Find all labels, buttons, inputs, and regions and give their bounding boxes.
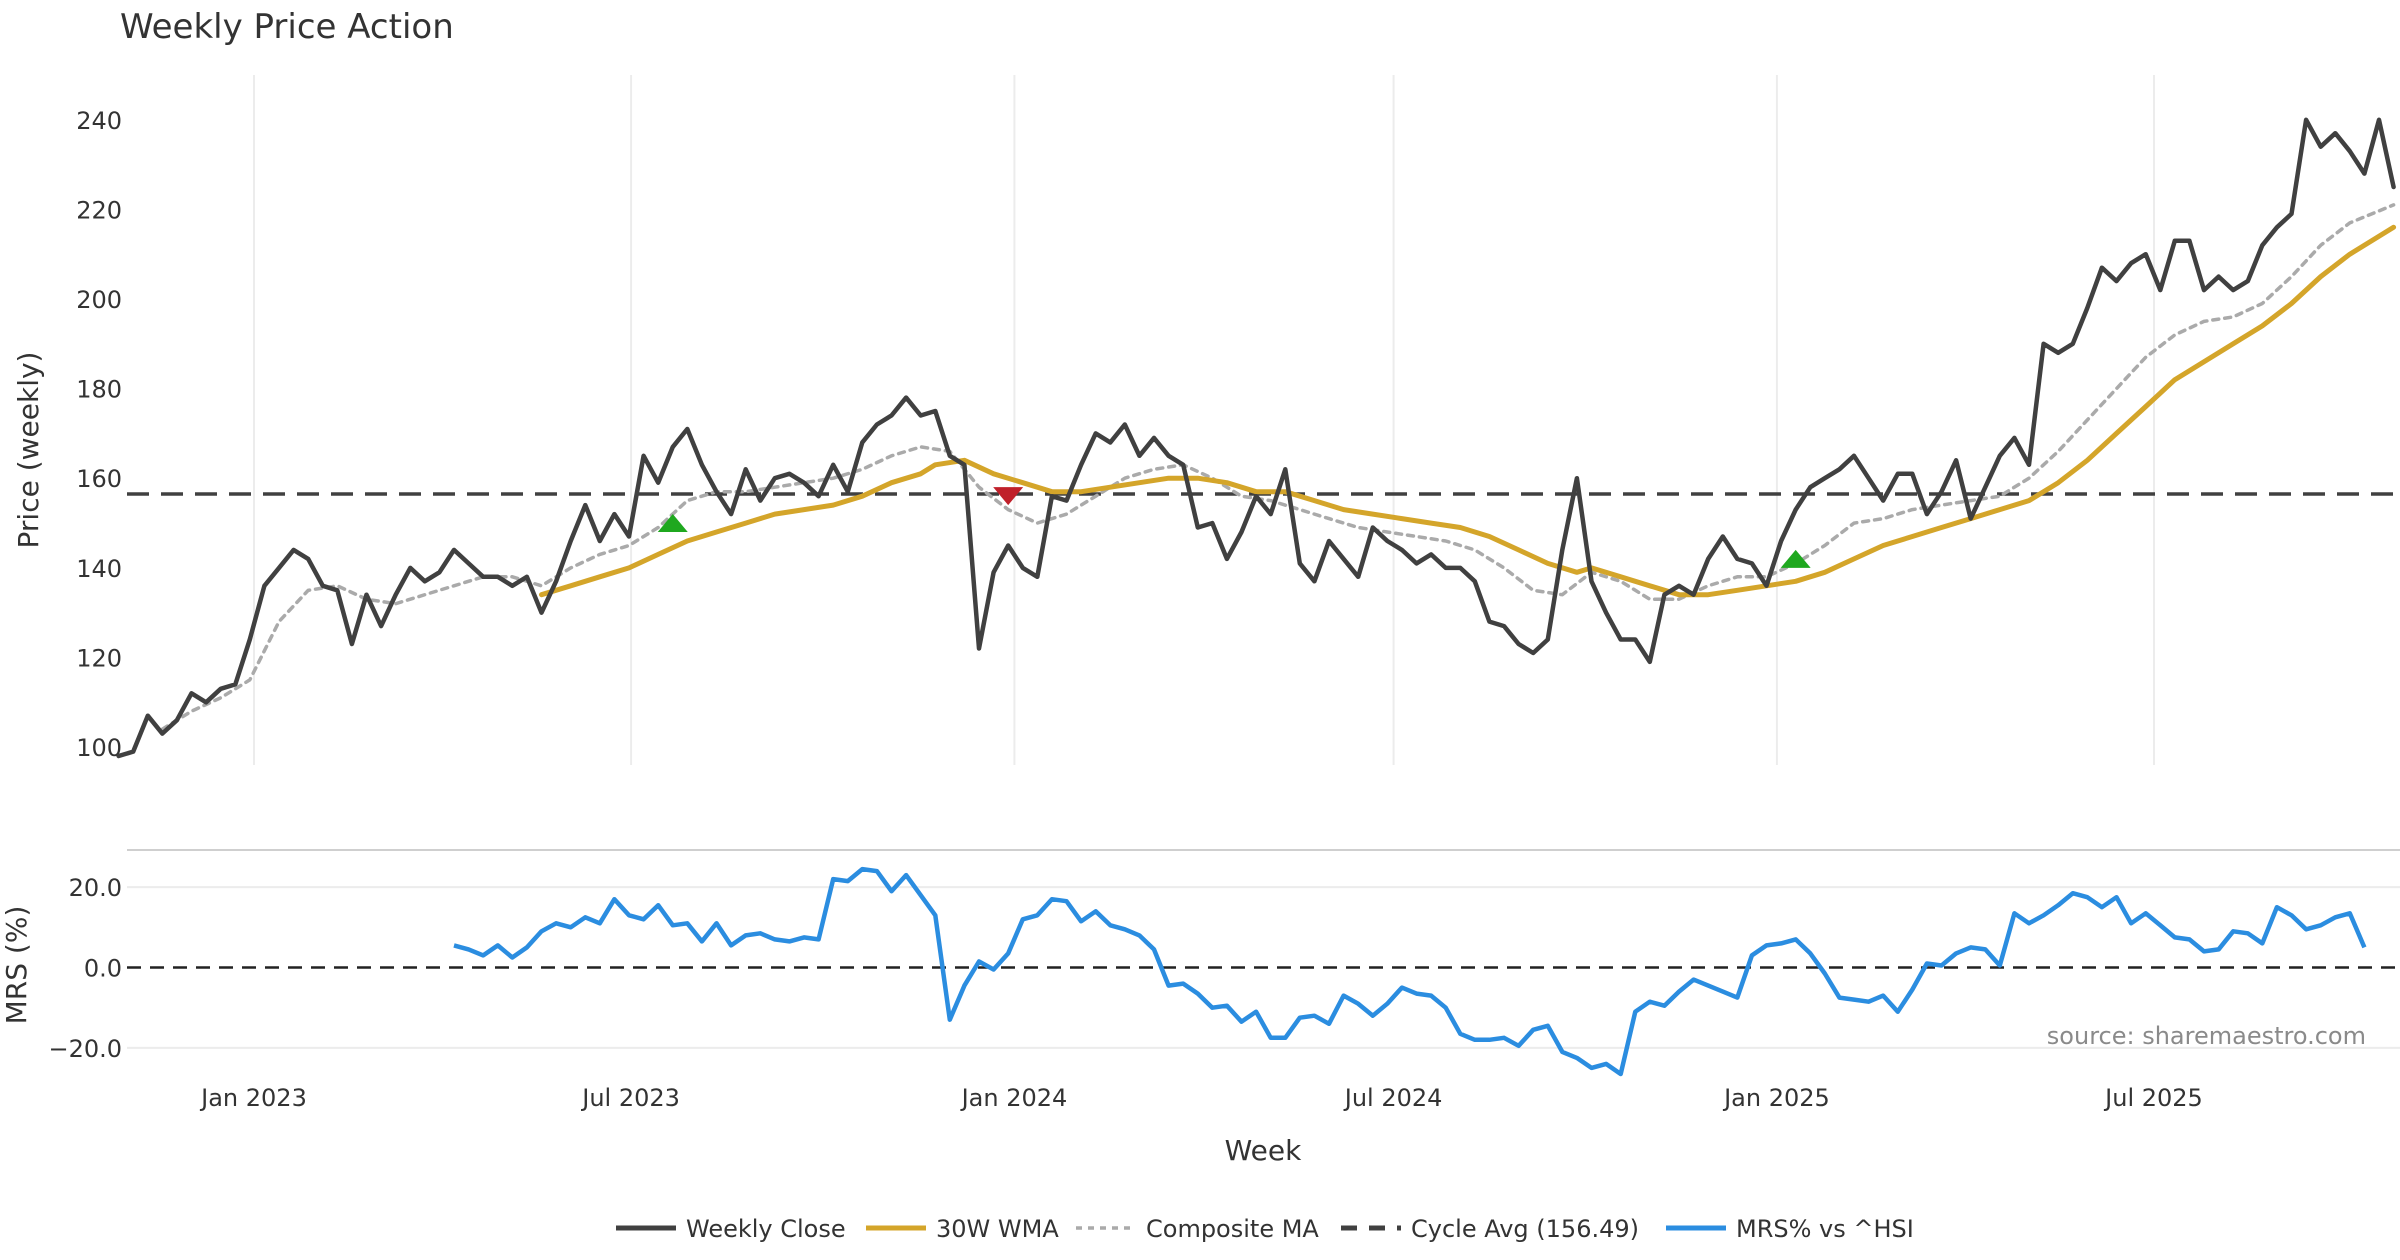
- chart-title: Weekly Price Action: [120, 7, 454, 47]
- legend-label: Weekly Close: [686, 1215, 846, 1243]
- weekly-close-line: [116, 117, 2396, 759]
- legend-label: Cycle Avg (156.49): [1411, 1215, 1639, 1243]
- price-y-tick-label: 200: [76, 286, 122, 314]
- price-y-ticks: 100 120 140 160 180 200 220 240: [76, 107, 122, 762]
- mrs-series: [453, 866, 2367, 1077]
- x-tick-label: Jan 2025: [1722, 1084, 1830, 1112]
- mrs-line: [453, 866, 2367, 1077]
- legend-label: Composite MA: [1146, 1215, 1319, 1243]
- x-ticks: Jan 2023 Jul 2023 Jan 2024 Jul 2024 Jan 2025…: [199, 1084, 2203, 1112]
- price-y-tick-label: 140: [76, 555, 122, 583]
- x-tick-label: Jan 2023: [199, 1084, 307, 1112]
- sell-signal-marker: [993, 487, 1024, 506]
- mrs-y-tick-label: 20.0: [69, 874, 122, 902]
- legend: Weekly Close 30W WMA Composite MA Cycle Avg…: [616, 1215, 1914, 1243]
- legend-label: 30W WMA: [936, 1215, 1059, 1243]
- x-tick-label: Jul 2023: [580, 1084, 680, 1112]
- x-tick-label: Jan 2024: [960, 1084, 1068, 1112]
- source-credit: source: sharemaestro.com: [2047, 1022, 2366, 1050]
- legend-label: MRS% vs ^HSI: [1736, 1215, 1914, 1243]
- buy-signal-marker: [657, 514, 688, 533]
- price-y-tick-label: 160: [76, 465, 122, 493]
- mrs-y-axis-label: MRS (%): [0, 906, 33, 1025]
- mrs-grid: [127, 886, 2400, 1049]
- price-series: [116, 117, 2400, 759]
- price-y-tick-label: 180: [76, 376, 122, 404]
- price-y-tick-label: 240: [76, 107, 122, 135]
- signal-markers: [657, 487, 1811, 568]
- mrs-y-tick-label: 0.0: [84, 955, 122, 983]
- price-y-tick-label: 220: [76, 196, 122, 224]
- 30w-wma-line: [539, 224, 2397, 598]
- x-tick-label: Jul 2024: [1343, 1084, 1443, 1112]
- x-tick-label: Jul 2025: [2103, 1084, 2203, 1112]
- price-grid: [253, 75, 2155, 765]
- price-y-tick-label: 120: [76, 644, 122, 672]
- buy-signal-marker: [1780, 549, 1811, 568]
- price-y-tick-label: 100: [76, 734, 122, 762]
- composite-ma-line: [160, 203, 2396, 731]
- mrs-y-tick-label: −20.0: [48, 1035, 122, 1063]
- x-axis-label: Week: [1225, 1134, 1302, 1167]
- price-y-axis-label: Price (weekly): [12, 352, 45, 549]
- mrs-y-ticks: 20.0 0.0 −20.0: [48, 874, 122, 1063]
